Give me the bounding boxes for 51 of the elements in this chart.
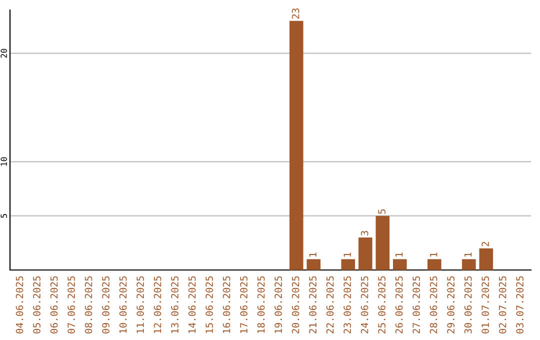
x-tick-label: 20.06.2025 <box>292 276 300 334</box>
x-tick-label: 29.06.2025 <box>447 276 454 334</box>
x-tick-label: 01.07.2025 <box>482 276 489 334</box>
x-tick-label: 23.06.2025 <box>344 276 351 334</box>
x-tick-label: 06.06.2025 <box>50 276 58 334</box>
bar <box>289 20 304 270</box>
x-tick-label: 19.06.2025 <box>274 276 282 333</box>
x-tick-label: 24.06.2025 <box>360 276 368 334</box>
x-tick-label: 02.07.2025 <box>498 276 506 334</box>
x-tick-label: 15.06.2025 <box>206 276 213 333</box>
x-tick-label: 14.06.2025 <box>188 276 196 333</box>
x-tick-label: 12.06.2025 <box>154 276 162 333</box>
x-tick-label: 05.06.2025 <box>33 276 40 334</box>
x-tick-label: 03.07.2025 <box>516 276 524 334</box>
x-tick-label: 16.06.2025 <box>222 276 230 333</box>
y-tick-label: 20 <box>0 48 7 58</box>
data-label: 1 <box>396 252 403 257</box>
bar <box>376 216 390 270</box>
bar <box>306 259 321 270</box>
data-label: 23 <box>292 8 300 19</box>
x-tick-label: 04.06.2025 <box>16 276 24 334</box>
bar <box>358 238 372 270</box>
x-tick-label: 30.06.2025 <box>464 276 472 334</box>
x-tick-label: 22.06.2025 <box>326 276 334 334</box>
bar <box>341 259 356 270</box>
bar <box>427 259 442 270</box>
x-tick-label: 26.06.2025 <box>395 276 403 334</box>
y-tick-label: 10 <box>0 157 7 166</box>
x-tick-label: 27.06.2025 <box>412 276 420 334</box>
bar <box>479 248 494 270</box>
bar <box>462 259 476 270</box>
x-tick-label: 17.06.2025 <box>240 276 248 333</box>
x-tick-label: 11.06.2025 <box>136 276 144 333</box>
x-tick-label: 28.06.2025 <box>430 276 438 334</box>
bar <box>392 259 407 270</box>
data-label: 1 <box>344 252 351 257</box>
x-tick-label: 08.06.2025 <box>84 276 92 334</box>
data-label: 5 <box>378 209 386 214</box>
x-tick-label: 10.06.2025 <box>119 276 127 333</box>
y-tick-label: 5 <box>0 214 7 218</box>
data-label: 1 <box>430 252 438 257</box>
data-label: 1 <box>309 252 316 257</box>
data-label: 3 <box>360 230 368 236</box>
x-tick-label: 09.06.2025 <box>102 276 110 334</box>
x-tick-label: 21.06.2025 <box>309 276 316 334</box>
data-label: 2 <box>482 242 489 246</box>
x-tick-label: 25.06.2025 <box>378 276 386 334</box>
data-label: 1 <box>464 252 472 257</box>
x-tick-label: 13.06.2025 <box>171 276 178 333</box>
x-tick-label: 07.06.2025 <box>68 276 75 334</box>
x-tick-label: 18.06.2025 <box>257 276 265 333</box>
